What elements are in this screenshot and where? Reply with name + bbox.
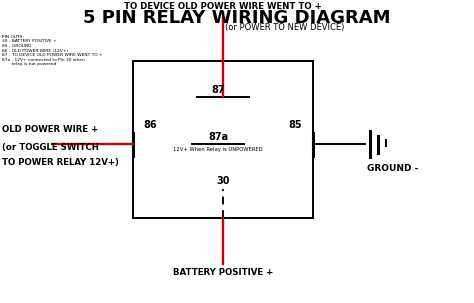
Text: 30: 30 [216, 176, 229, 186]
Text: 86: 86 [143, 121, 157, 131]
Text: TO DEVICE OLD POWER WIRE WENT TO +: TO DEVICE OLD POWER WIRE WENT TO + [124, 2, 322, 11]
Text: OLD POWER WIRE +: OLD POWER WIRE + [2, 125, 99, 134]
Text: 5 PIN RELAY WIRING DIAGRAM: 5 PIN RELAY WIRING DIAGRAM [83, 9, 391, 27]
Text: (or POWER TO NEW DEVICE): (or POWER TO NEW DEVICE) [225, 23, 344, 32]
Text: (or TOGGLE SWITCH: (or TOGGLE SWITCH [2, 143, 99, 152]
Text: I: I [384, 139, 388, 149]
Text: 85: 85 [289, 121, 302, 131]
Text: PIN OUTS:
30 - BATTERY POSITIVE +
85 - GROUND
86 - OLD POWER WIRE (12V+)
87 - TO: PIN OUTS: 30 - BATTERY POSITIVE + 85 - G… [2, 35, 103, 66]
Text: GROUND -: GROUND - [367, 164, 419, 173]
Text: 87: 87 [211, 85, 225, 95]
Bar [133, 61, 313, 218]
Text: 12V+ When Relay is UNPOWERED: 12V+ When Relay is UNPOWERED [173, 147, 263, 152]
Text: TO POWER RELAY 12V+): TO POWER RELAY 12V+) [2, 158, 119, 167]
Text: BATTERY POSITIVE +: BATTERY POSITIVE + [173, 268, 273, 277]
Text: 87a: 87a [208, 132, 228, 142]
